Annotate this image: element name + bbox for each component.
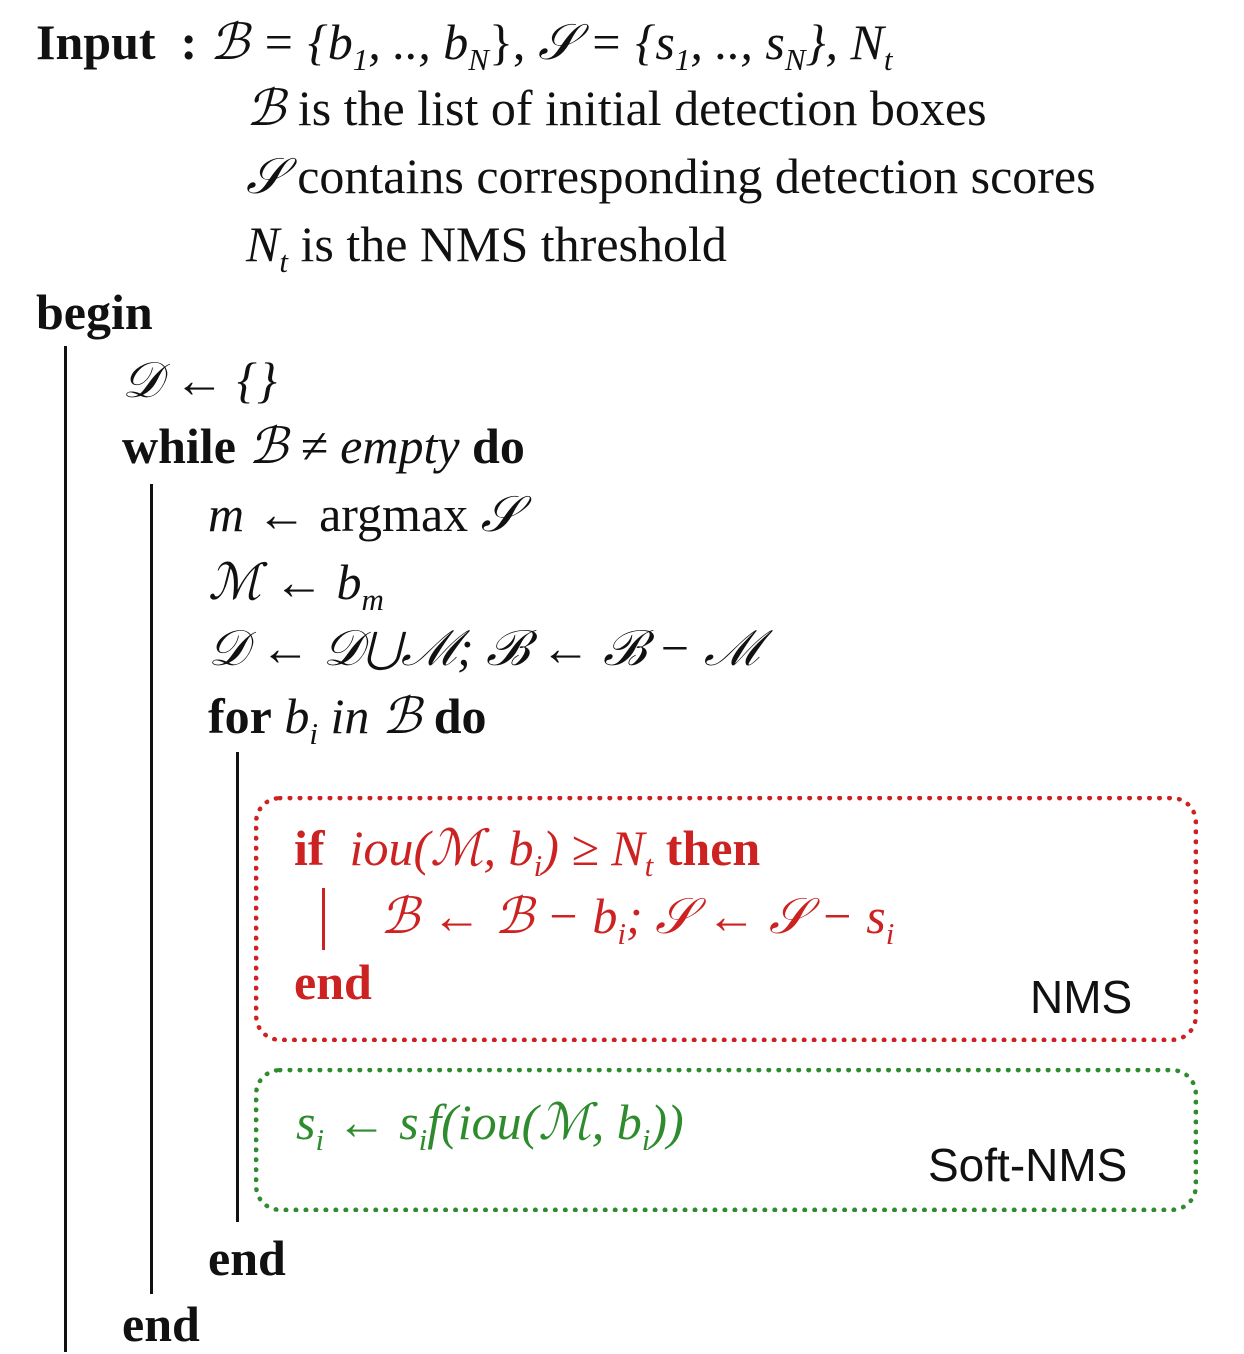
for-block-bar — [236, 752, 239, 1222]
soft-nms-line: si ← sif(iou(ℳ, bi)) — [296, 1094, 684, 1157]
begin-block-bar — [64, 346, 67, 1352]
symbol-S: 𝒮 — [537, 13, 577, 71]
nms-if-bar — [322, 888, 325, 950]
desc-boxes: ℬ is the list of initial detection boxes — [246, 79, 987, 137]
nms-box — [254, 796, 1198, 1042]
for-line: for bi in ℬ do — [208, 687, 487, 751]
D-update-line: 𝒟 ← 𝒟⋃ℳ; ℬ ← ℬ − ℳ — [208, 620, 760, 676]
while-block-bar — [150, 484, 153, 1294]
d-init: 𝒟 ← {} — [122, 352, 277, 408]
M-assign-line: ℳ ← bm — [208, 554, 384, 617]
desc-scores: 𝒮 contains corresponding detection score… — [246, 147, 1096, 205]
input-line: Input : ℬ = {b1, .., bN}, 𝒮 = {s1, .., s… — [36, 13, 893, 77]
desc-threshold: Nt is the NMS threshold — [246, 216, 727, 279]
nms-label: NMS — [1030, 971, 1133, 1023]
nms-if-line: if iou(ℳ, bi) ≥ Nt then — [294, 820, 761, 883]
symbol-B: ℬ — [209, 13, 249, 71]
while-end: end — [122, 1296, 200, 1352]
while-line: while ℬ ≠ empty do — [122, 418, 525, 474]
input-label: Input — [36, 14, 156, 70]
begin-keyword: begin — [36, 284, 153, 340]
input-colon: : — [180, 14, 198, 70]
for-end: end — [208, 1230, 286, 1286]
soft-nms-label: Soft-NMS — [928, 1139, 1128, 1191]
soft-nms-box — [254, 1068, 1198, 1212]
argmax-line: m ← argmax 𝒮 — [208, 485, 520, 543]
nms-body-line: ℬ ← ℬ − bi; 𝒮 ← 𝒮 − si — [380, 888, 895, 951]
nms-end: end — [294, 954, 372, 1010]
